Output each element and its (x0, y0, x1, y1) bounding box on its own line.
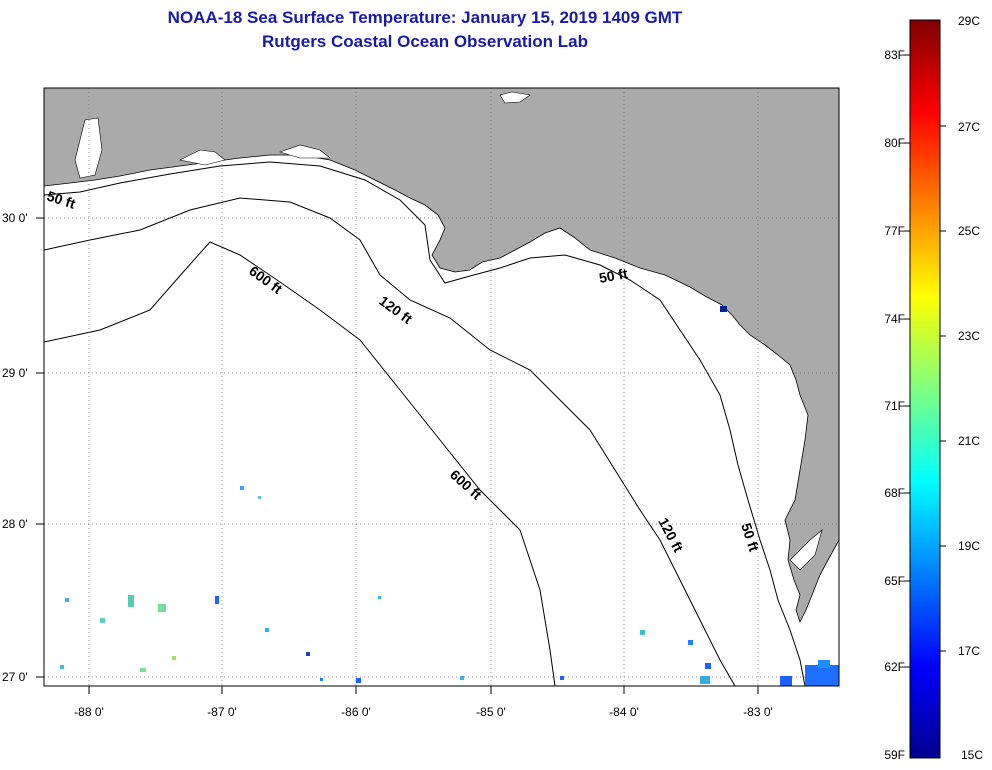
tampa-bay (789, 529, 823, 571)
lon-label: -87 0' (207, 705, 237, 719)
colorbar-f-label: 77F (884, 224, 905, 238)
colorbar-c-label: 15C (961, 748, 983, 762)
lake (499, 91, 531, 104)
colorbar-c-label: 17C (958, 644, 980, 658)
sst-pixels (60, 306, 839, 686)
colorbar-f-label: 65F (884, 574, 905, 588)
colorbar-c-label: 23C (958, 329, 980, 343)
lat-label: 27 0' (2, 670, 28, 684)
colorbar-f-label: 59F (884, 748, 905, 762)
contour-50ft (44, 161, 806, 686)
axis-ticks (36, 217, 759, 694)
colorbar-f-label: 80F (884, 136, 905, 150)
colorbar (909, 19, 941, 759)
map-title: NOAA-18 Sea Surface Temperature: January… (167, 8, 683, 27)
lon-label: -85 0' (476, 705, 506, 719)
colorbar-f-label: 62F (884, 660, 905, 674)
colorbar-f-label: 71F (884, 399, 905, 413)
lat-label: 28 0' (2, 517, 28, 531)
pensacola-bay (179, 149, 226, 166)
lat-label: 29 0' (2, 366, 28, 380)
mobile-bay (74, 117, 103, 179)
colorbar-c-label: 21C (958, 434, 980, 448)
lat-label: 30 0' (2, 211, 28, 225)
colorbar-c-label: 27C (958, 120, 980, 134)
colorbar-c-label: 25C (958, 224, 980, 238)
contour-120ft (44, 197, 736, 686)
colorbar-c-label: 19C (958, 539, 980, 553)
contour-label: 50 ft (598, 265, 629, 286)
colorbar-f-label: 74F (884, 312, 905, 326)
lon-label: -86 0' (341, 705, 371, 719)
colorbar-ticks (904, 54, 946, 668)
depth-contours (44, 161, 806, 686)
map-subtitle: Rutgers Coastal Ocean Observation Lab (262, 32, 588, 51)
map-frame (43, 87, 840, 687)
lon-label: -83 0' (743, 705, 773, 719)
colorbar-f-label: 68F (884, 486, 905, 500)
lon-label: -88 0' (74, 705, 104, 719)
lon-label: -84 0' (609, 705, 639, 719)
colorbar-c-label: 29C (958, 14, 980, 28)
choctawhatchee-bay (279, 144, 331, 159)
colorbar-f-label: 83F (884, 48, 905, 62)
contour-600ft (44, 241, 556, 686)
grid (44, 88, 839, 686)
